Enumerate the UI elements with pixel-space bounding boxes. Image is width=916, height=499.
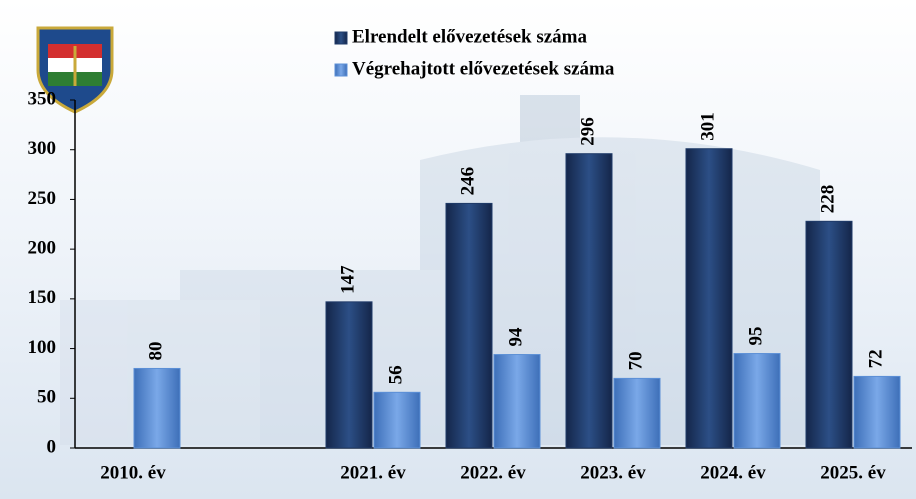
legend-label: Végrehajtott elővezetések száma [352, 58, 615, 79]
y-tick-label: 300 [28, 138, 57, 159]
data-label: 72 [865, 349, 886, 368]
legend-label: Elrendelt elővezetések száma [352, 26, 587, 47]
bar [493, 354, 541, 449]
legend-swatch [334, 63, 348, 77]
x-tick-label: 2024. év [700, 462, 766, 483]
data-label: 70 [625, 351, 646, 370]
y-tick-label: 50 [37, 387, 56, 408]
data-label: 147 [337, 265, 358, 294]
bar [565, 153, 613, 449]
bar [733, 353, 781, 449]
y-tick-label: 150 [28, 287, 57, 308]
data-label: 296 [577, 117, 598, 146]
y-tick-label: 200 [28, 238, 57, 259]
bar [445, 202, 493, 449]
data-label: 301 [697, 112, 718, 141]
y-tick-label: 350 [28, 88, 57, 109]
data-label: 94 [505, 327, 526, 347]
x-tick-label: 2022. év [460, 462, 526, 483]
bar [373, 391, 421, 449]
x-tick-label: 2021. év [340, 462, 406, 483]
police-logo [36, 26, 114, 114]
bar [853, 375, 901, 449]
data-label: 228 [817, 185, 838, 214]
bar [325, 301, 373, 449]
x-tick-label: 2025. év [820, 462, 886, 483]
x-tick-label: 2023. év [580, 462, 646, 483]
legend-swatch [334, 31, 348, 45]
data-label: 95 [745, 327, 766, 346]
data-label: 80 [145, 341, 166, 360]
bar [685, 148, 733, 449]
y-tick-label: 0 [47, 436, 57, 457]
x-tick-label: 2010. év [100, 462, 166, 483]
bar [133, 367, 181, 449]
y-tick-label: 250 [28, 188, 57, 209]
bar [805, 220, 853, 449]
bar [613, 377, 661, 449]
data-label: 56 [385, 365, 406, 384]
data-label: 246 [457, 167, 478, 196]
y-tick-label: 100 [28, 337, 57, 358]
